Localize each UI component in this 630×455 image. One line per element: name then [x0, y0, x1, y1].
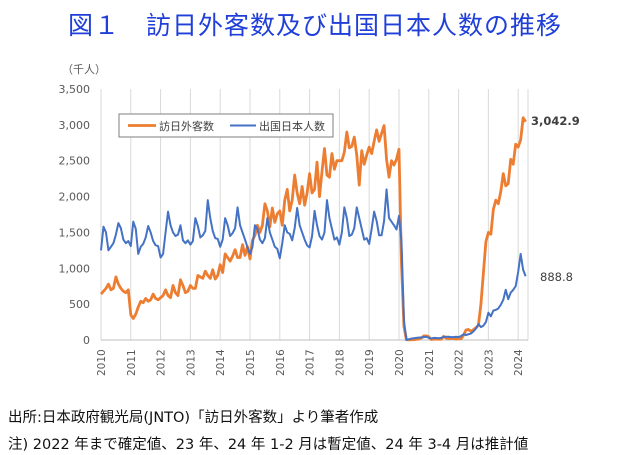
- x-tick-label: 2012: [156, 349, 168, 376]
- y-tick-label: 2,500: [59, 155, 91, 168]
- y-tick-label: 2,000: [59, 191, 91, 204]
- y-tick-label: 0: [83, 334, 90, 347]
- departure-series-line: [100, 188, 527, 341]
- legend-box: [118, 113, 334, 138]
- x-tick-label: 2024: [513, 349, 525, 376]
- visitor-end-label: 3,042.9: [531, 114, 580, 128]
- visitor-series-line: [99, 116, 527, 342]
- y-tick-label: 3,000: [59, 119, 91, 132]
- x-tick-label: 2022: [454, 349, 466, 376]
- chart-title: 図１ 訪日外客数及び出国日本人数の推移: [67, 11, 562, 40]
- y-unit-label: （千人）: [62, 63, 106, 76]
- x-tick-label: 2020: [394, 349, 406, 376]
- x-tick-label: 2023: [483, 349, 495, 376]
- legend-label-departures: 出国日本人数: [259, 119, 325, 133]
- y-tick-label: 1,500: [59, 226, 91, 239]
- legend-label-visitors: 訪日外客数: [159, 119, 214, 133]
- source-note: 出所:日本政府観光局(JNTO)「訪日外客数」より筆者作成: [8, 410, 379, 426]
- x-tick-label: 2016: [275, 349, 287, 376]
- line-chart: （千人） 0 500 1,000 1,500 2,000 2,500 3,000 3,500 20…: [59, 63, 580, 376]
- x-tick-label: 2019: [364, 349, 376, 376]
- y-tick-label: 500: [69, 298, 90, 311]
- x-tick-label: 2010: [96, 349, 108, 376]
- x-tick-label: 2013: [185, 349, 197, 376]
- x-tick-label: 2021: [424, 349, 436, 376]
- x-tick-label: 2017: [305, 349, 317, 376]
- departure-end-label: 888.8: [540, 270, 573, 284]
- y-tick-label: 1,000: [59, 262, 91, 275]
- x-tick-label: 2011: [126, 349, 138, 376]
- y-tick-label: 3,500: [59, 83, 91, 96]
- x-tick-label: 2018: [334, 349, 346, 376]
- x-tick-label: 2014: [215, 349, 227, 376]
- remark-note: 注) 2022 年まで確定値、23 年、24 年 1-2 月は暫定値、24 年 …: [8, 437, 529, 453]
- x-tick-label: 2015: [245, 349, 257, 376]
